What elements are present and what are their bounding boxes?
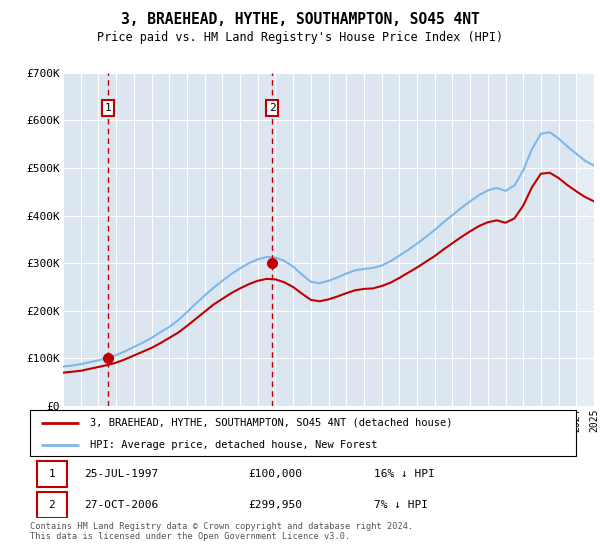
Text: 27-OCT-2006: 27-OCT-2006 bbox=[85, 500, 159, 510]
Text: HPI: Average price, detached house, New Forest: HPI: Average price, detached house, New … bbox=[90, 440, 377, 450]
Text: £299,950: £299,950 bbox=[248, 500, 302, 510]
Text: 3, BRAEHEAD, HYTHE, SOUTHAMPTON, SO45 4NT (detached house): 3, BRAEHEAD, HYTHE, SOUTHAMPTON, SO45 4N… bbox=[90, 418, 452, 428]
Text: 2: 2 bbox=[269, 103, 275, 113]
Text: 1: 1 bbox=[105, 103, 112, 113]
FancyBboxPatch shape bbox=[37, 461, 67, 487]
Text: £100,000: £100,000 bbox=[248, 469, 302, 479]
Text: 1: 1 bbox=[49, 469, 55, 479]
Text: Price paid vs. HM Land Registry's House Price Index (HPI): Price paid vs. HM Land Registry's House … bbox=[97, 31, 503, 44]
Text: 16% ↓ HPI: 16% ↓ HPI bbox=[374, 469, 435, 479]
Text: 2: 2 bbox=[49, 500, 55, 510]
Text: 25-JUL-1997: 25-JUL-1997 bbox=[85, 469, 159, 479]
Text: Contains HM Land Registry data © Crown copyright and database right 2024.
This d: Contains HM Land Registry data © Crown c… bbox=[30, 522, 413, 542]
Text: 7% ↓ HPI: 7% ↓ HPI bbox=[374, 500, 428, 510]
Bar bbox=[576, 73, 594, 406]
FancyBboxPatch shape bbox=[37, 492, 67, 518]
Text: 3, BRAEHEAD, HYTHE, SOUTHAMPTON, SO45 4NT: 3, BRAEHEAD, HYTHE, SOUTHAMPTON, SO45 4N… bbox=[121, 12, 479, 27]
FancyBboxPatch shape bbox=[30, 410, 576, 456]
